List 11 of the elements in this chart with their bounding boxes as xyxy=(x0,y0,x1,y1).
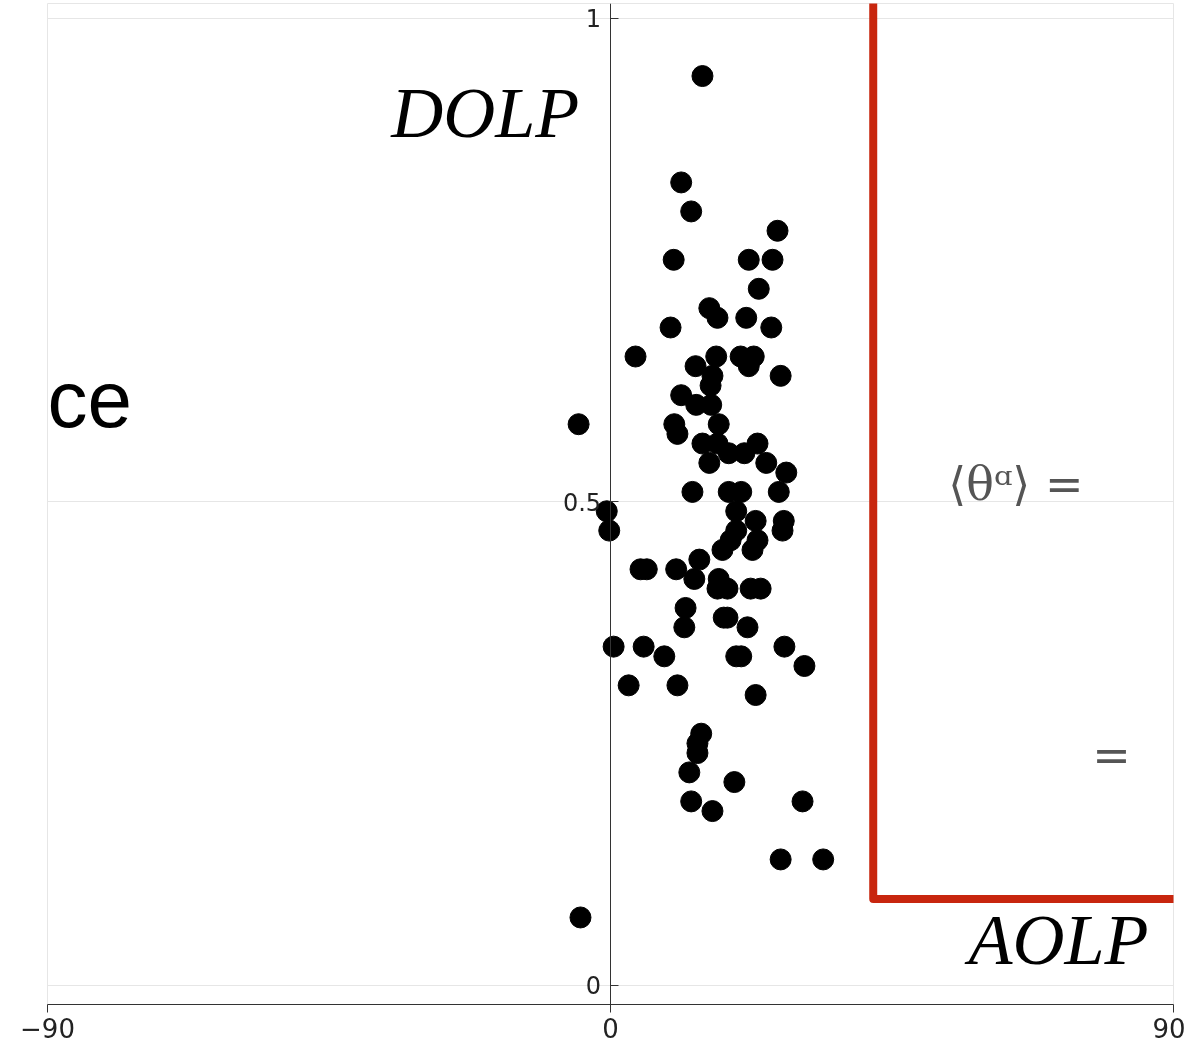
annotation: = xyxy=(1092,728,1131,783)
y-tick-label: 1 xyxy=(585,5,602,34)
x-tick-label: 0 xyxy=(602,1013,619,1041)
y-tick-label: 0.5 xyxy=(562,488,602,517)
x-tick-label: −90 xyxy=(20,1013,75,1041)
annotation: ⟨θᵅ⟩ = xyxy=(948,457,1084,512)
y-tick-label: 0 xyxy=(585,972,602,1001)
annotation: ce xyxy=(47,354,132,444)
x-tick-label: 90 xyxy=(1152,1013,1185,1041)
x-axis-title: AOLP xyxy=(964,900,1149,981)
y-axis-title: DOLP xyxy=(390,73,580,154)
